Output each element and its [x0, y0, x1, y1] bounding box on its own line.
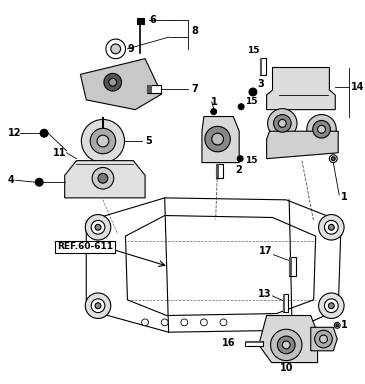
Circle shape [268, 109, 297, 138]
Circle shape [97, 135, 109, 147]
Circle shape [200, 319, 207, 326]
Text: 14: 14 [351, 82, 364, 92]
Circle shape [336, 324, 339, 327]
Bar [216, 164, 219, 178]
Text: 15: 15 [245, 156, 258, 165]
Circle shape [282, 341, 290, 349]
Text: 15: 15 [247, 46, 259, 55]
Circle shape [161, 319, 168, 326]
Bar [245, 341, 263, 343]
Bar [289, 257, 292, 276]
Polygon shape [86, 198, 341, 332]
Circle shape [95, 303, 101, 309]
Polygon shape [126, 215, 316, 316]
Polygon shape [267, 131, 338, 159]
Circle shape [238, 104, 244, 110]
Text: 7: 7 [191, 84, 198, 94]
Text: 5: 5 [145, 136, 152, 146]
Circle shape [329, 155, 337, 162]
Bar [289, 257, 296, 276]
Circle shape [320, 335, 327, 343]
Text: 1: 1 [341, 320, 348, 330]
Text: 1: 1 [211, 97, 218, 107]
Circle shape [104, 73, 122, 91]
Text: 16: 16 [222, 338, 235, 348]
Circle shape [319, 293, 344, 318]
Text: 10: 10 [280, 363, 293, 374]
Circle shape [106, 39, 126, 59]
Circle shape [35, 178, 43, 186]
Circle shape [81, 119, 124, 162]
Polygon shape [259, 316, 318, 362]
Text: 11: 11 [53, 148, 67, 158]
Circle shape [212, 133, 223, 145]
Circle shape [92, 167, 114, 189]
Circle shape [270, 329, 302, 361]
Text: 13: 13 [258, 289, 272, 299]
Polygon shape [202, 116, 239, 162]
Text: 8: 8 [191, 26, 198, 36]
Text: 4: 4 [8, 175, 15, 185]
Circle shape [319, 215, 344, 240]
Circle shape [90, 128, 116, 154]
Circle shape [328, 303, 334, 309]
Bar [137, 18, 144, 24]
Polygon shape [65, 161, 145, 198]
Circle shape [95, 224, 101, 230]
Text: REF.60-611: REF.60-611 [57, 242, 113, 252]
Circle shape [328, 224, 334, 230]
Circle shape [324, 220, 338, 234]
Circle shape [111, 44, 120, 54]
Circle shape [278, 119, 286, 127]
Circle shape [315, 330, 332, 348]
Circle shape [334, 323, 340, 328]
Circle shape [331, 157, 335, 161]
Polygon shape [267, 68, 335, 110]
Bar [260, 58, 266, 75]
Bar [216, 164, 223, 178]
Circle shape [85, 215, 111, 240]
Text: 3: 3 [258, 79, 265, 89]
Circle shape [181, 319, 188, 326]
Text: 2: 2 [235, 166, 242, 175]
Text: 12: 12 [8, 128, 21, 138]
Circle shape [85, 293, 111, 318]
Text: 9: 9 [127, 44, 134, 54]
Text: 6: 6 [149, 15, 156, 25]
Bar [260, 58, 262, 75]
Circle shape [237, 156, 243, 162]
Circle shape [307, 114, 336, 144]
Text: 1: 1 [341, 192, 348, 202]
Text: 17: 17 [259, 246, 273, 256]
Circle shape [142, 319, 149, 326]
Polygon shape [311, 327, 337, 351]
Circle shape [324, 299, 338, 313]
Bar [147, 85, 161, 93]
Circle shape [109, 78, 117, 86]
Circle shape [211, 109, 217, 114]
Bar [283, 294, 285, 311]
Circle shape [98, 173, 108, 183]
Circle shape [318, 125, 326, 133]
Bar [283, 294, 288, 311]
Circle shape [273, 114, 291, 132]
Circle shape [313, 121, 330, 138]
Circle shape [40, 129, 48, 137]
Bar [147, 85, 152, 93]
Circle shape [277, 336, 295, 354]
Circle shape [91, 299, 105, 313]
Polygon shape [80, 59, 162, 110]
Text: 15: 15 [245, 97, 258, 106]
Circle shape [249, 88, 257, 96]
Circle shape [220, 319, 227, 326]
Circle shape [205, 126, 230, 152]
Circle shape [91, 220, 105, 234]
Bar [245, 341, 263, 346]
